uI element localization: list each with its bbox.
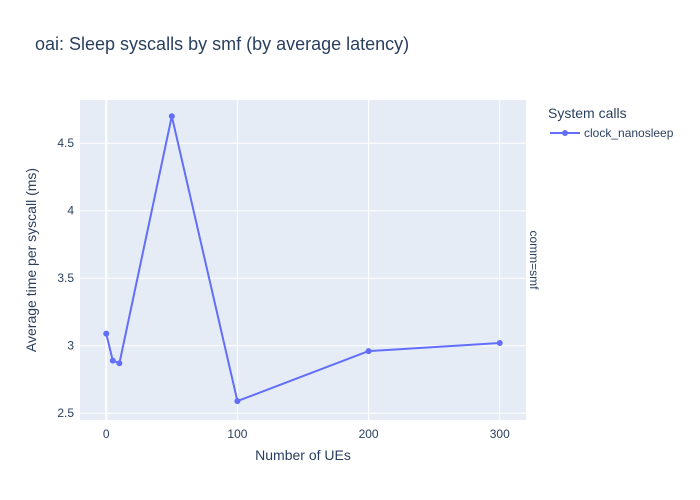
y-tick-label: 3.5 [57,271,74,285]
data-point [103,330,110,337]
legend-title: System calls [548,105,627,121]
y-tick-label: 2.5 [57,406,74,420]
y-tick-label: 4.5 [57,136,74,150]
data-point [109,357,116,364]
grid [80,100,526,420]
y-axis-title: Average time per syscall (ms) [23,168,39,352]
tick-labels: 0 100 200 300 2.5 3 3.5 4 4.5 [57,136,510,441]
x-axis-title: Number of UEs [255,447,351,463]
x-tick-label: 100 [227,427,247,441]
data-point [365,348,372,355]
chart-title: oai: Sleep syscalls by smf (by average l… [35,34,409,54]
data-point [234,398,241,405]
x-tick-label: 200 [359,427,379,441]
data-point [496,340,503,347]
legend: clock_nanosleep [550,126,674,140]
series-layer [103,113,503,405]
y-tick-label: 4 [67,204,74,218]
data-point [168,113,175,120]
facet-label: comm=smf [527,230,541,290]
data-point [116,360,123,367]
x-tick-label: 300 [490,427,510,441]
legend-marker [562,130,568,136]
x-tick-label: 0 [103,427,110,441]
legend-label: clock_nanosleep [584,126,674,140]
y-tick-label: 3 [67,339,74,353]
plot-area [80,100,526,420]
